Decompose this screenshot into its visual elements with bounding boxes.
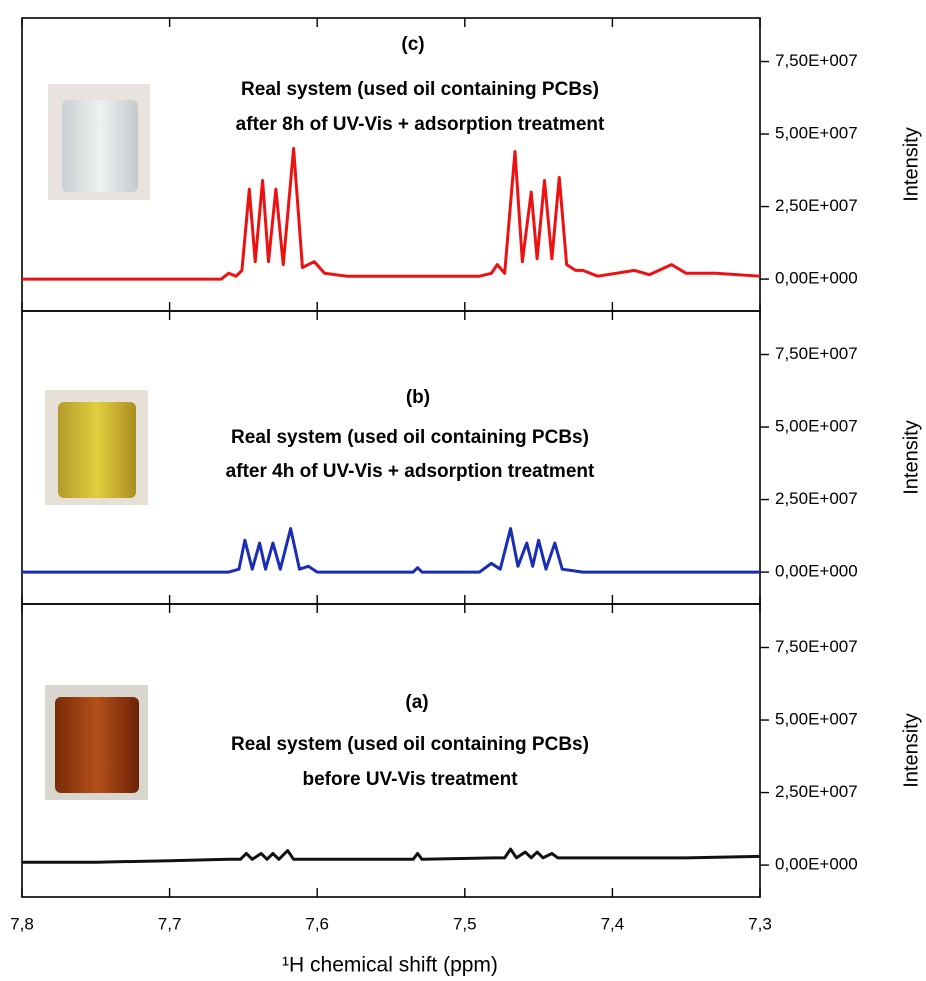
y-axis-title: Intensity (900, 127, 922, 201)
chart: 0,00E+000 2,50E+007 5,00E+007 7,50E+007 Inte… (0, 0, 926, 981)
annotation: (b) (406, 387, 430, 408)
annotation: after 8h of UV-Vis + adsorption treatmen… (236, 114, 605, 135)
y-tick-label: 2,50E+007 (775, 782, 858, 801)
y-tick-label: 7,50E+007 (775, 51, 858, 70)
spectrum-line (22, 529, 760, 573)
y-tick-label: 2,50E+007 (775, 196, 858, 215)
annotation: after 4h of UV-Vis + adsorption treatmen… (226, 461, 595, 482)
y-tick-label: 2,50E+007 (775, 489, 858, 508)
annotation: before UV-Vis treatment (302, 769, 518, 790)
x-tick-label: 7,5 (453, 914, 477, 933)
y-tick-label: 5,00E+007 (775, 417, 858, 436)
beaker-photo (45, 685, 148, 800)
y-tick-label: 5,00E+007 (775, 124, 858, 143)
x-tick-label: 7,4 (601, 914, 625, 933)
y-tick-label: 5,00E+007 (775, 710, 858, 729)
annotation: Real system (used oil containing PCBs) (241, 79, 599, 100)
beaker-photo (48, 84, 150, 200)
x-tick-label: 7,3 (748, 914, 772, 933)
y-axis-title: Intensity (900, 713, 922, 787)
y-axis-title: Intensity (900, 420, 922, 494)
y-tick-label: 7,50E+007 (775, 344, 858, 363)
annotation: (c) (401, 34, 424, 55)
beaker-photo (45, 390, 148, 505)
y-tick-label: 0,00E+000 (775, 855, 858, 874)
annotation: Real system (used oil containing PCBs) (231, 734, 589, 755)
x-tick-label: 7,6 (305, 914, 329, 933)
x-tick-label: 7,8 (10, 914, 34, 933)
y-tick-label: 0,00E+000 (775, 562, 858, 581)
annotation: Real system (used oil containing PCBs) (231, 427, 589, 448)
y-tick-label: 0,00E+000 (775, 269, 858, 288)
x-axis-title: ¹H chemical shift (ppm) (282, 954, 498, 977)
spectrum-line (22, 849, 760, 862)
y-tick-label: 7,50E+007 (775, 637, 858, 656)
x-tick-label: 7,7 (158, 914, 182, 933)
annotation: (a) (405, 692, 428, 713)
